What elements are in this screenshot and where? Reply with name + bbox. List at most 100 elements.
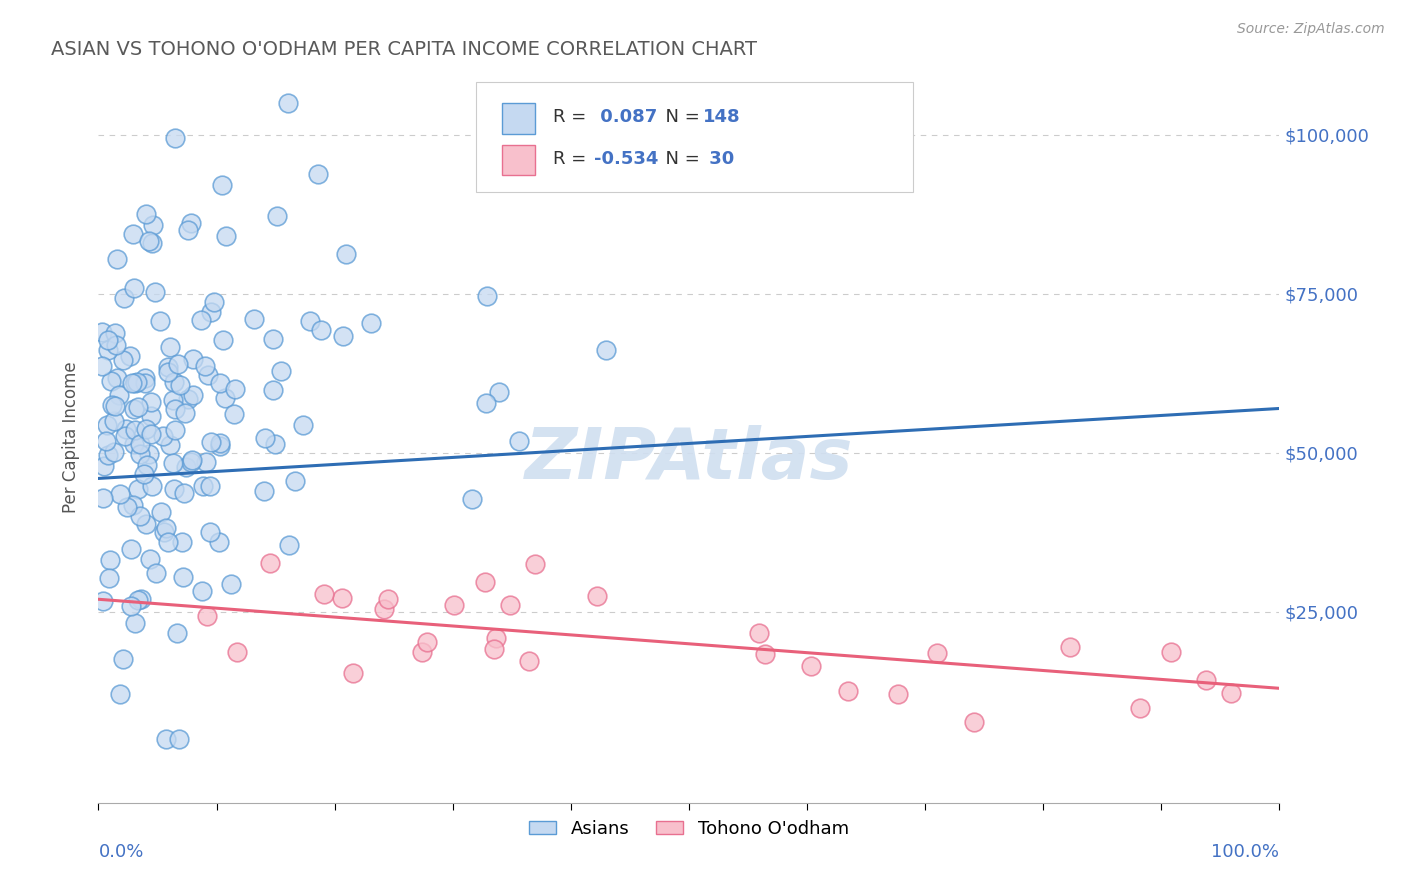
Text: N =: N = (654, 109, 704, 127)
Point (224, 382, 246, 396)
Point (111, 652, 134, 666)
Point (91, 325, 114, 339)
Point (127, 401, 149, 415)
Point (153, 525, 176, 540)
Point (837, 684, 859, 698)
Y-axis label: Per Capita Income: Per Capita Income (62, 361, 80, 513)
Point (155, 732, 177, 747)
Point (149, 314, 172, 328)
Point (198, 525, 221, 540)
Text: Source: ZipAtlas.com: Source: ZipAtlas.com (1237, 22, 1385, 37)
Point (103, 444, 125, 458)
Point (799, 659, 821, 673)
Legend: Asians, Tohono O'odham: Asians, Tohono O'odham (522, 813, 856, 845)
Point (98, 553, 121, 567)
Point (264, 437, 287, 451)
Text: 0.087: 0.087 (595, 109, 658, 127)
Point (100, 375, 122, 389)
Point (135, 422, 157, 436)
Point (586, 589, 609, 603)
Point (163, 401, 186, 416)
Point (156, 365, 179, 379)
Point (96, 434, 118, 448)
Point (104, 326, 127, 340)
Point (360, 316, 382, 330)
Point (253, 483, 276, 498)
Point (121, 376, 143, 391)
Point (254, 431, 277, 445)
Point (107, 252, 129, 266)
Point (103, 414, 125, 428)
Text: R =: R = (553, 150, 592, 168)
Point (181, 388, 204, 402)
Point (105, 337, 128, 351)
Point (195, 454, 218, 468)
Point (155, 521, 177, 535)
Point (134, 467, 156, 482)
Point (411, 645, 433, 659)
Point (163, 482, 186, 496)
Point (499, 598, 522, 612)
Point (214, 392, 236, 406)
Point (1129, 701, 1152, 715)
Point (377, 591, 399, 606)
Point (172, 570, 194, 584)
Point (170, 534, 193, 549)
Point (180, 216, 202, 230)
Point (208, 376, 231, 390)
Point (135, 458, 157, 472)
Point (105, 371, 128, 385)
Point (314, 587, 336, 601)
Point (209, 439, 232, 453)
Point (97, 448, 120, 462)
Point (523, 557, 546, 571)
Text: 100.0%: 100.0% (1212, 843, 1279, 861)
Point (121, 498, 143, 512)
Point (138, 447, 160, 461)
Point (195, 609, 218, 624)
Point (165, 130, 187, 145)
Point (149, 505, 172, 519)
FancyBboxPatch shape (502, 145, 536, 175)
Point (162, 392, 184, 407)
Point (224, 407, 246, 421)
Point (173, 486, 195, 500)
Point (124, 615, 146, 630)
Text: 30: 30 (703, 150, 734, 168)
Point (191, 584, 214, 599)
Point (219, 576, 242, 591)
Point (373, 601, 395, 615)
Text: -0.534: -0.534 (595, 150, 659, 168)
Point (120, 349, 142, 363)
Point (124, 281, 146, 295)
Point (292, 418, 315, 433)
Point (176, 392, 198, 406)
Point (174, 406, 197, 420)
Point (124, 376, 146, 391)
Point (138, 234, 160, 248)
Point (517, 654, 540, 668)
Point (96, 343, 118, 358)
Point (135, 516, 157, 531)
Point (330, 591, 353, 605)
Point (262, 383, 284, 397)
Point (111, 352, 134, 367)
Point (141, 427, 163, 442)
Point (266, 209, 288, 223)
Point (166, 625, 188, 640)
Point (127, 592, 149, 607)
Point (202, 294, 225, 309)
Point (208, 436, 231, 450)
Text: ASIAN VS TOHONO O'ODHAM PER CAPITA INCOME CORRELATION CHART: ASIAN VS TOHONO O'ODHAM PER CAPITA INCOM… (51, 39, 758, 59)
Point (475, 289, 498, 303)
Point (190, 313, 212, 327)
Point (925, 646, 948, 660)
Point (167, 732, 190, 747)
Point (474, 574, 496, 589)
Point (134, 376, 156, 391)
Text: 148: 148 (703, 109, 741, 127)
Point (129, 447, 152, 461)
Point (100, 398, 122, 412)
Point (120, 599, 142, 613)
Point (114, 422, 136, 436)
